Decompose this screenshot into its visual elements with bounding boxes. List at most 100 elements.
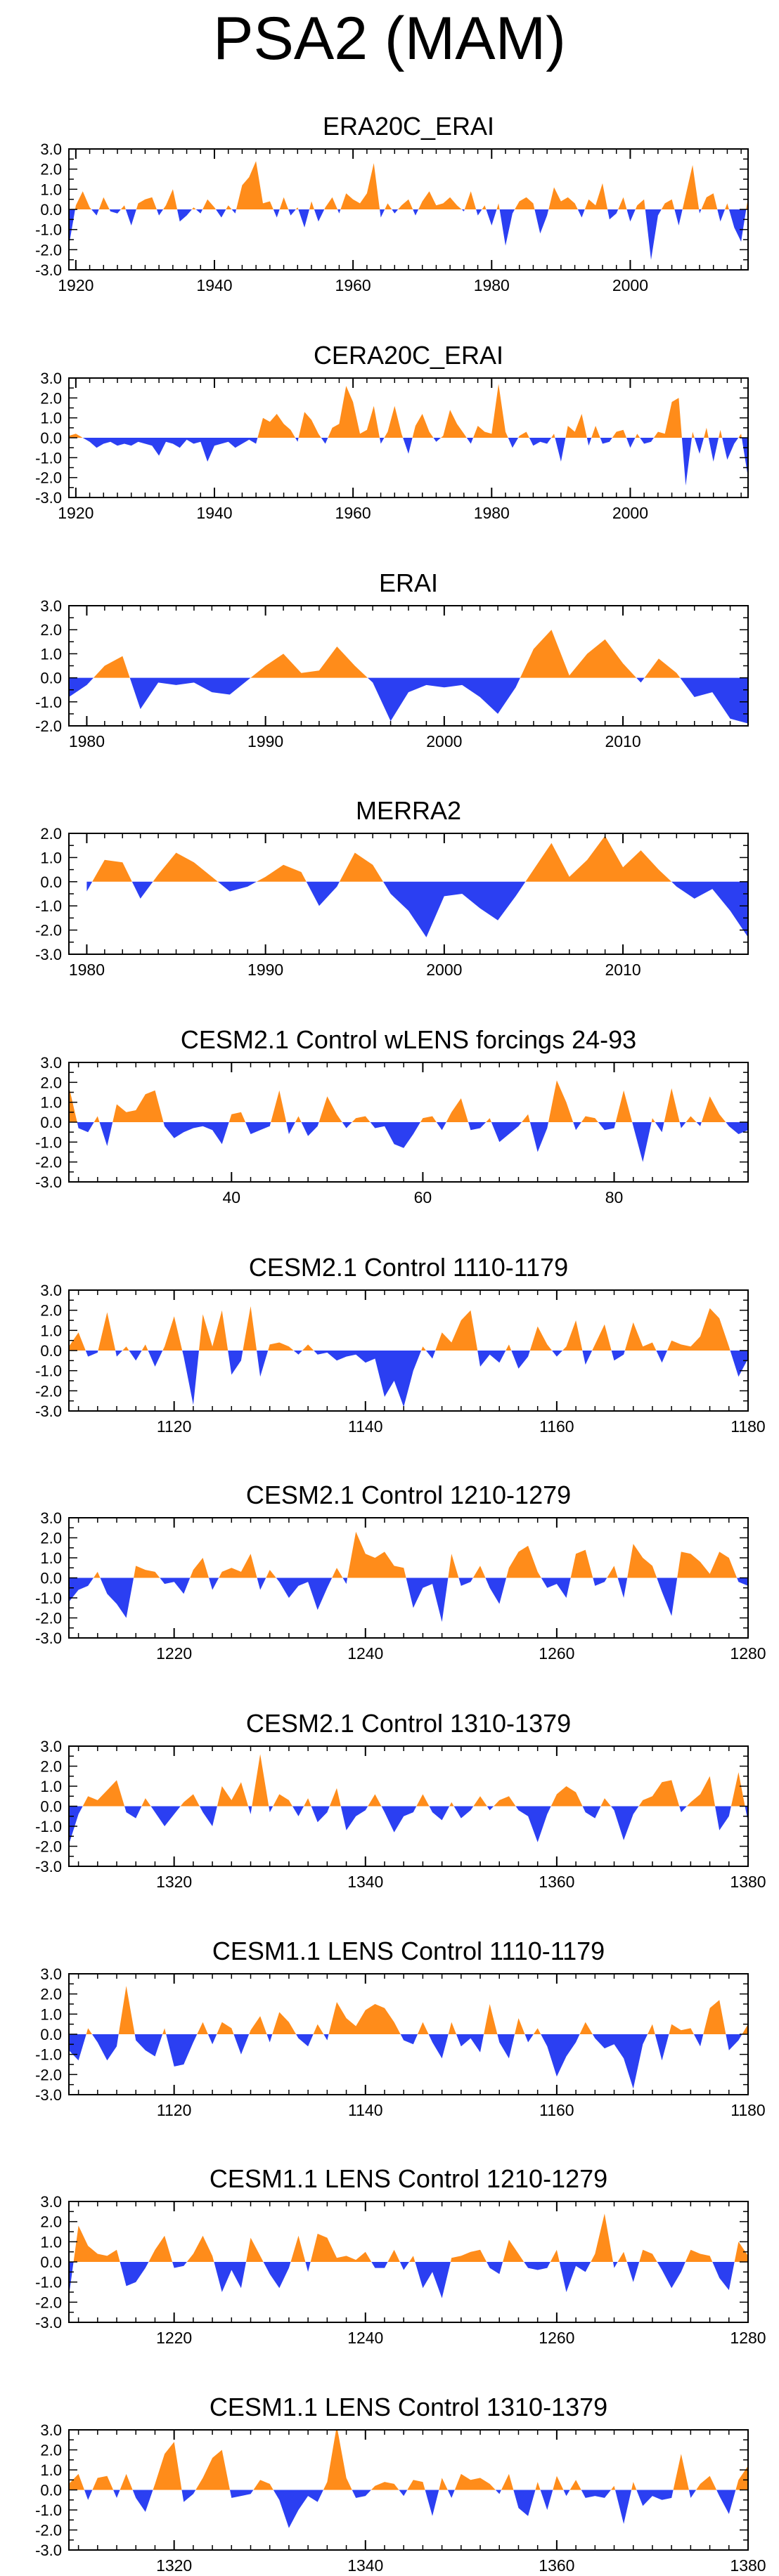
x-tick-label: 1980 — [69, 732, 105, 750]
y-tick-label: 3.0 — [40, 141, 62, 158]
negative-area — [69, 677, 748, 724]
y-tick-label: 1.0 — [40, 181, 62, 198]
y-tick-label: 0.0 — [40, 2026, 62, 2043]
y-tick-label: -2.0 — [35, 1154, 62, 1171]
negative-area — [69, 2034, 748, 2089]
negative-area — [69, 1351, 748, 1407]
y-tick-label: 2.0 — [40, 389, 62, 407]
positive-area — [69, 161, 748, 209]
chart-title: CESM2.1 Control 1310-1379 — [246, 1709, 571, 1738]
negative-area — [69, 1578, 748, 1622]
y-tick-label: -3.0 — [35, 2542, 62, 2559]
negative-area — [69, 2262, 748, 2298]
y-tick-label: 2.0 — [40, 621, 62, 639]
y-tick-label: -1.0 — [35, 2502, 62, 2519]
y-tick-label: 3.0 — [40, 597, 62, 615]
y-tick-label: -3.0 — [35, 1629, 62, 1647]
y-tick-label: 0.0 — [40, 873, 62, 891]
chart-panel-9: CESM1.1 LENS Control 1110-1179 3.0 2.0 1.0 0… — [35, 1937, 766, 2119]
positive-area — [69, 1306, 748, 1351]
y-tick-label: -1.0 — [35, 1133, 62, 1151]
x-tick-label: 1280 — [730, 2329, 766, 2347]
y-tick-label: -2.0 — [35, 1838, 62, 1856]
x-tick-label: 1340 — [347, 2556, 383, 2575]
y-tick-label: 3.0 — [40, 1509, 62, 1527]
y-tick-label: -1.0 — [35, 694, 62, 711]
y-tick-label: -1.0 — [35, 2046, 62, 2064]
x-tick-label: 1380 — [730, 1873, 766, 1891]
y-tick-label: 0.0 — [40, 1798, 62, 1816]
y-tick-label: -1.0 — [35, 1818, 62, 1835]
x-tick-label: 1990 — [247, 732, 283, 750]
chart-panel-3: ERAI 3.0 2.0 1.0 0.0 -1.0 -2.0 1980 1990 2000 2010 — [35, 568, 749, 750]
y-tick-label: -2.0 — [35, 922, 62, 939]
x-tick-label: 1360 — [539, 2556, 574, 2575]
x-tick-label: 1980 — [474, 504, 510, 522]
y-tick-label: 0.0 — [40, 2253, 62, 2271]
x-tick-label: 1960 — [335, 276, 371, 294]
positive-area — [69, 1986, 748, 2034]
x-tick-label: 1180 — [730, 1417, 765, 1436]
y-tick-label: -1.0 — [35, 449, 62, 467]
y-tick-label: -2.0 — [35, 2066, 62, 2083]
y-tick-label: 2.0 — [40, 1074, 62, 1091]
y-tick-label: -1.0 — [35, 1589, 62, 1607]
y-tick-label: -3.0 — [35, 489, 62, 507]
y-tick-label: 1.0 — [40, 645, 62, 663]
chart-panel-6: CESM2.1 Control 1110-1179 3.0 2.0 1.0 0.0 -1.… — [35, 1253, 766, 1436]
y-tick-label: 3.0 — [40, 370, 62, 387]
negative-area — [69, 2490, 748, 2528]
x-tick-label: 1220 — [156, 1644, 192, 1663]
y-tick-label: 1.0 — [40, 2461, 62, 2479]
x-tick-label: 2000 — [612, 276, 648, 294]
y-tick-label: 3.0 — [40, 2421, 62, 2439]
positive-area — [69, 630, 748, 678]
x-tick-label: 1140 — [348, 2101, 382, 2119]
chart-panel-4: MERRA2 2.0 1.0 0.0 -1.0 -2.0 -3.0 1980 1990 2000 2… — [35, 796, 749, 979]
x-tick-label: 2010 — [605, 961, 640, 979]
y-tick-label: -1.0 — [35, 897, 62, 915]
y-tick-label: 1.0 — [40, 410, 62, 427]
y-tick-label: 2.0 — [40, 1986, 62, 2003]
negative-area — [86, 881, 748, 937]
y-tick-label: 0.0 — [40, 429, 62, 447]
positive-area — [69, 384, 748, 438]
y-tick-label: 0.0 — [40, 1570, 62, 1587]
y-tick-label: 2.0 — [40, 161, 62, 178]
y-tick-label: -3.0 — [35, 1403, 62, 1420]
y-tick-label: -3.0 — [35, 261, 62, 279]
negative-area — [69, 1806, 748, 1845]
y-tick-label: 1.0 — [40, 1094, 62, 1112]
chart-panel-7: CESM2.1 Control 1210-1279 3.0 2.0 1.0 0.0 -1.… — [35, 1481, 766, 1663]
y-tick-label: -3.0 — [35, 2314, 62, 2331]
x-tick-label: 1260 — [539, 1644, 574, 1663]
negative-area — [69, 1122, 748, 1162]
y-tick-label: -3.0 — [35, 1173, 62, 1191]
y-tick-label: -2.0 — [35, 1610, 62, 1627]
y-tick-label: 2.0 — [40, 1302, 62, 1320]
y-tick-label: 0.0 — [40, 201, 62, 219]
y-tick-label: 2.0 — [40, 1758, 62, 1776]
x-tick-label: 1990 — [247, 961, 283, 979]
chart-title: ERA20C_ERAI — [323, 112, 494, 141]
x-tick-label: 1220 — [156, 2329, 192, 2347]
negative-area — [69, 438, 748, 486]
positive-area — [69, 1080, 748, 1122]
y-tick-label: -2.0 — [35, 717, 62, 735]
x-tick-label: 1960 — [335, 504, 371, 522]
y-tick-label: -2.0 — [35, 469, 62, 487]
x-tick-label: 1260 — [539, 2329, 574, 2347]
positive-area — [86, 835, 748, 882]
x-tick-label: 1280 — [730, 1644, 766, 1663]
chart-title: CESM2.1 Control wLENS forcings 24-93 — [181, 1025, 636, 1054]
x-tick-label: 1240 — [347, 2329, 383, 2347]
chart-title: CESM1.1 LENS Control 1210-1279 — [210, 2164, 607, 2193]
y-tick-label: -3.0 — [35, 1858, 62, 1875]
chart-title: CESM1.1 LENS Control 1310-1379 — [210, 2393, 607, 2421]
x-tick-label: 1940 — [196, 276, 232, 294]
y-tick-label: 1.0 — [40, 1778, 62, 1795]
y-tick-label: -1.0 — [35, 1362, 62, 1380]
x-tick-label: 1920 — [58, 276, 94, 294]
